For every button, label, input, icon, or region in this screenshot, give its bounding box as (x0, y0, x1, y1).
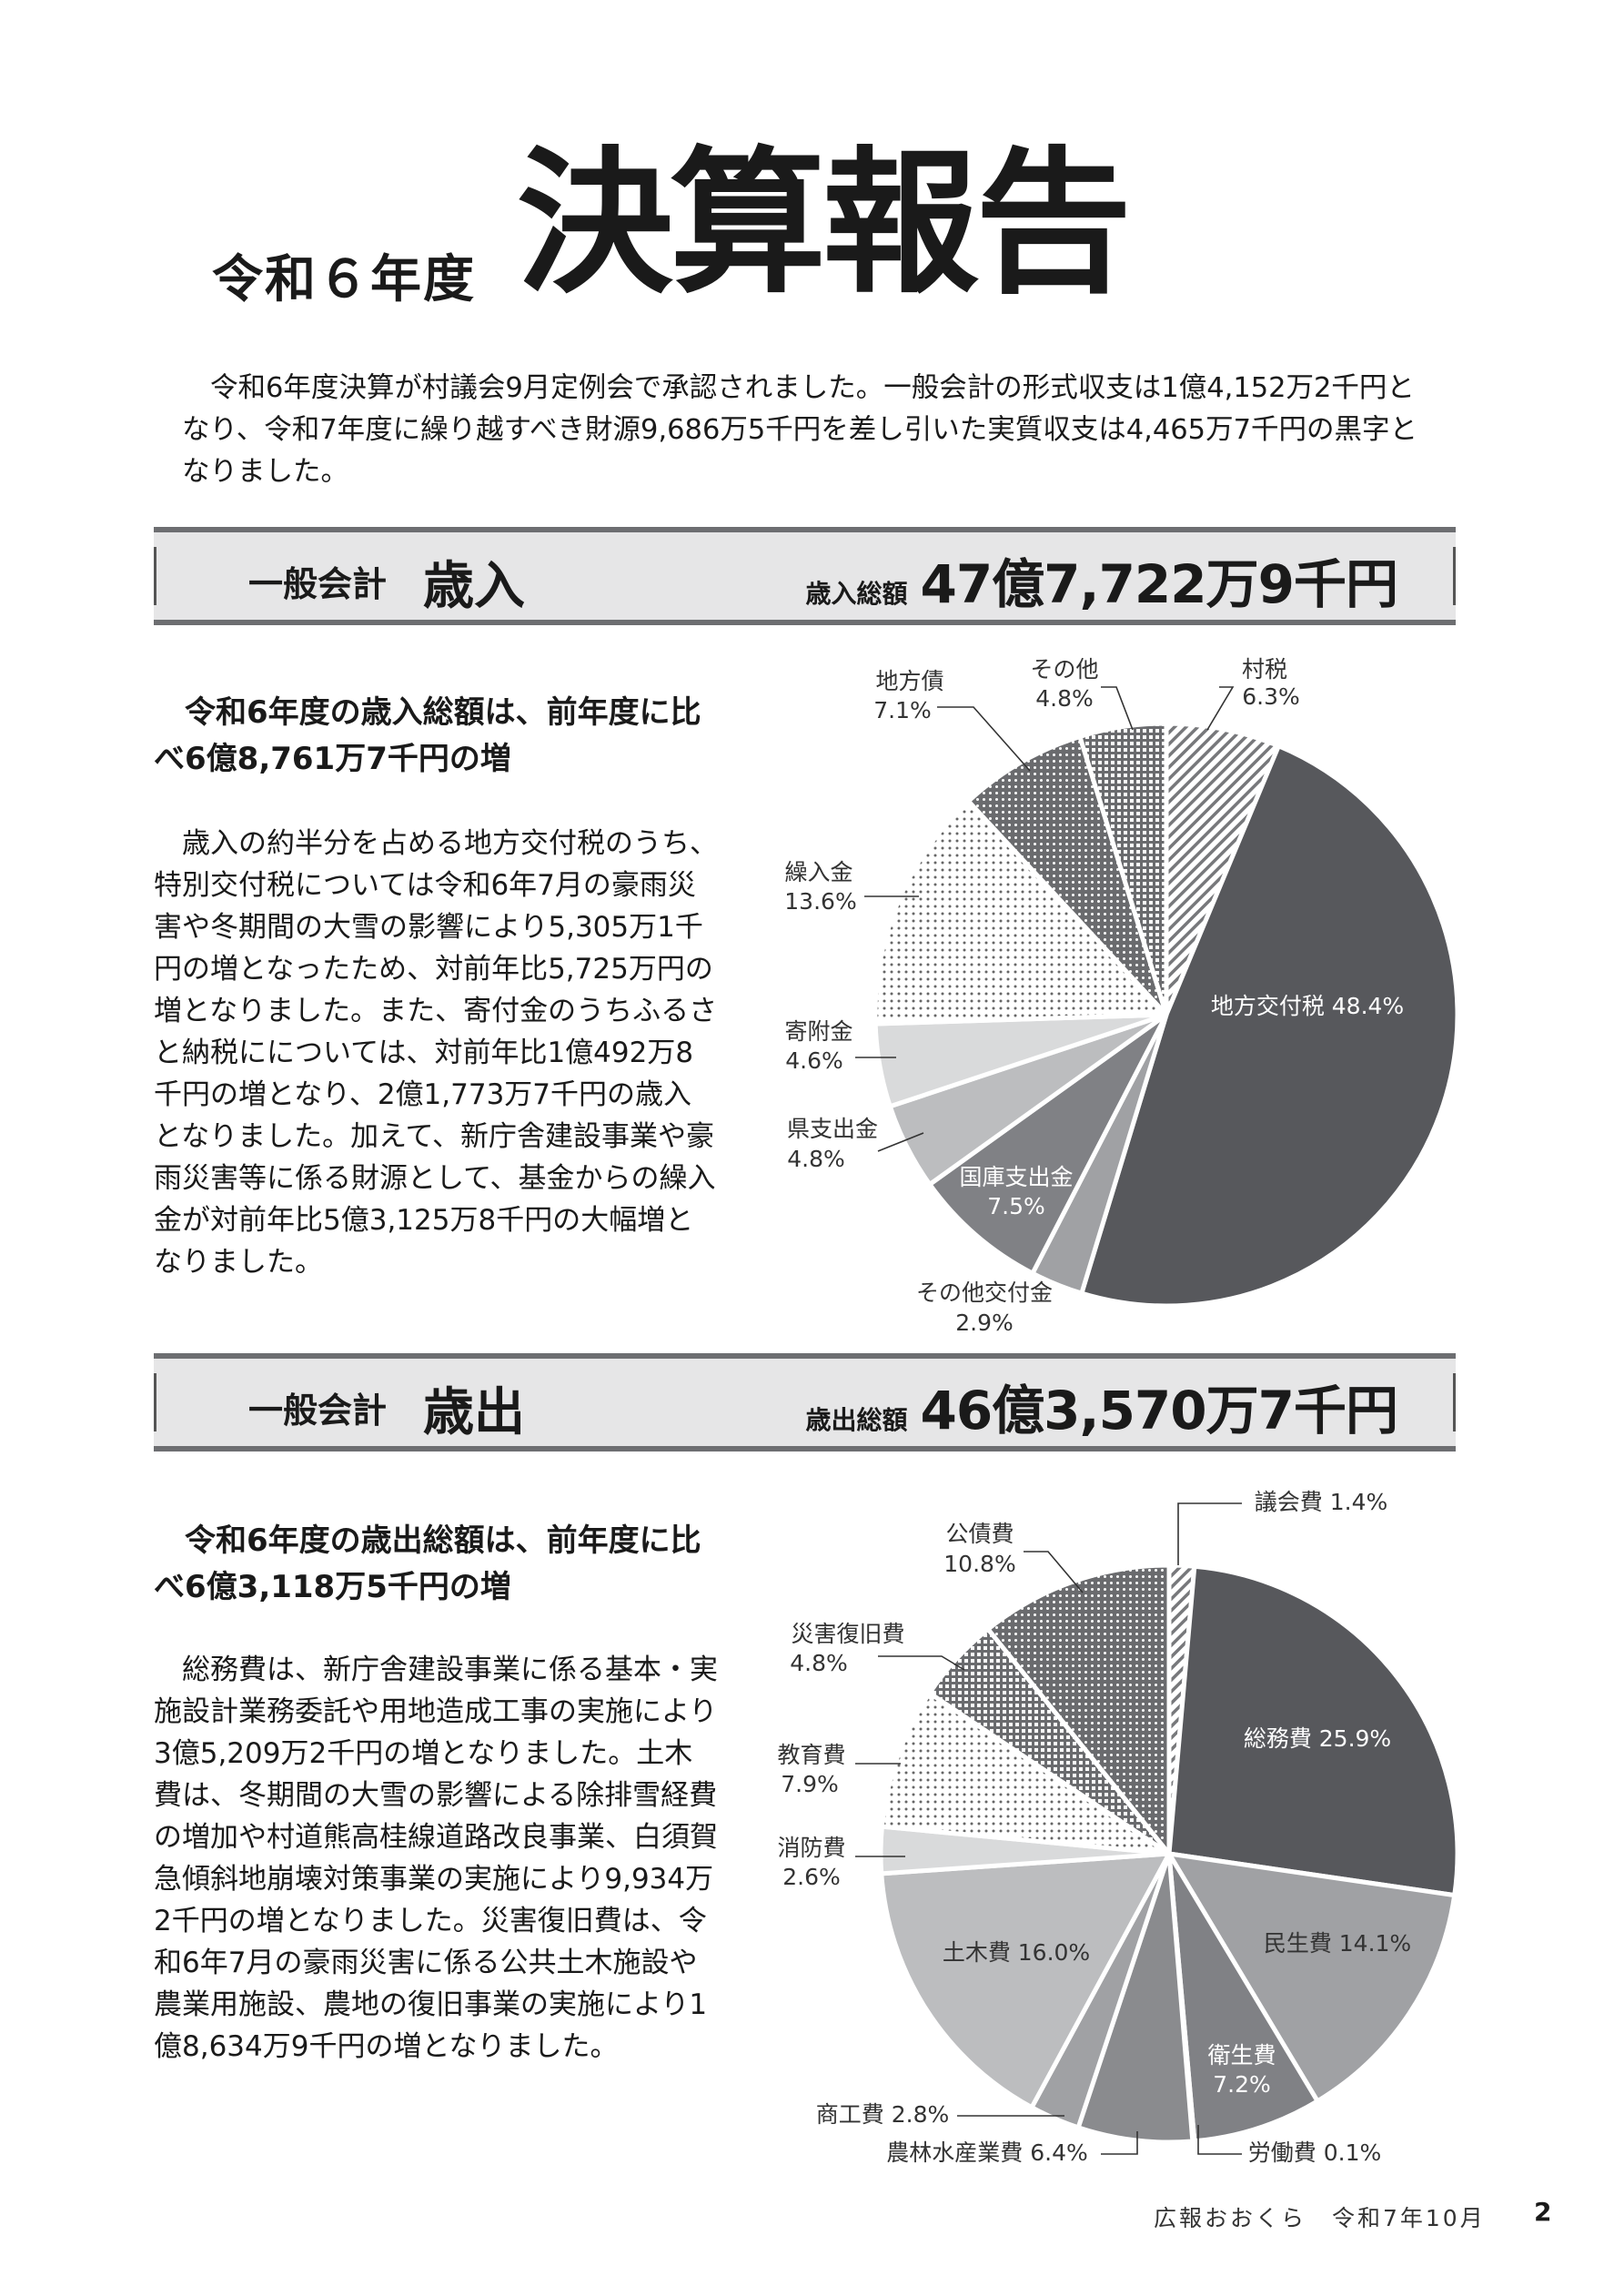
total-amount: 47億7,722万9千円 (920, 553, 1398, 615)
slice-label-value: 2.6% (782, 1864, 841, 1890)
slice-label: 商工費 2.8% (816, 2101, 949, 2128)
slice-label-value: 7.1% (873, 697, 932, 723)
slice-label-name: 公債費 (945, 1521, 1014, 1547)
slice-label-value: 7.9% (781, 1771, 839, 1797)
slice-label: 労働費 0.1% (1248, 2139, 1381, 2166)
slice-label: 土木費 16.0% (943, 1939, 1090, 1966)
total-amount: 46億3,570万7千円 (920, 1380, 1398, 1441)
slice-label: 農林水産業費 6.4% (886, 2139, 1087, 2166)
slice-label-value: 2.9% (955, 1310, 1014, 1336)
slice-label-name: 衛生費 (1207, 2042, 1276, 2068)
expenditure-section-band: 一般会計 歳出 歳出総額 46億3,570万7千円 (154, 1353, 1456, 1451)
slice-label-value: 7.2% (1213, 2071, 1271, 2098)
slice-label-value: 10.8% (943, 1551, 1015, 1577)
slice-label-value: 7.5% (987, 1193, 1045, 1219)
slice-label-name: 消防費 (777, 1835, 845, 1861)
slice-label: 総務費 25.9% (1244, 1725, 1391, 1752)
revenue-section-band: 一般会計 歳入 歳入総額 47億7,722万9千円 (154, 527, 1456, 625)
fiscal-year-label: 令和６年度 (212, 250, 476, 309)
slice-label: 地方交付税 48.4% (1211, 993, 1404, 1019)
pie-slice-地方交付税 (1079, 743, 1460, 1309)
slice-label-value: 4.6% (785, 1047, 843, 1074)
slice-label-value: 4.8% (790, 1650, 848, 1676)
slice-label-name: 国庫支出金 (959, 1164, 1073, 1190)
band-title: 歳出 (423, 1383, 525, 1442)
intro-paragraph: 令和6年度決算が村議会9月定例会で承認されました。一般会計の形式収支は1億4,1… (182, 372, 1417, 488)
slice-label-value: 4.8% (1035, 685, 1094, 712)
expenditure-heading: 令和6年度の歳出総額は、前年度に比べ6億3,118万5千円の増 (154, 1522, 701, 1605)
slice-label-name: その他 (1030, 656, 1098, 683)
slice-label-name: 県支出金 (787, 1116, 878, 1142)
pie-slice-国庫支出金 (927, 1012, 1169, 1276)
slice-label-value: 4.8% (787, 1146, 845, 1172)
expenditure-body: 総務費は、新庁舎建設事業に係る基本・実施設計業務委託や用地造成工事の実施により3… (154, 1654, 718, 2063)
band-lead: 一般会計 (248, 564, 388, 604)
leader-lines (855, 686, 1242, 2155)
band-lead: 一般会計 (248, 1391, 388, 1431)
revenue-heading: 令和6年度の歳入総額は、前年度に比べ6億8,761万7千円の増 (154, 694, 701, 777)
pie-slice-教育費 (879, 1690, 1172, 1856)
slice-label-name: 繰入金 (784, 859, 852, 885)
publication-footer: 広報おおくら 令和7年10月 (1154, 2205, 1486, 2231)
band-title: 歳入 (423, 557, 525, 616)
pie-chart-1 (878, 1563, 1460, 2145)
pie-slice-繰入金 (873, 798, 1169, 1027)
pie-slice-その他 (1077, 721, 1169, 1017)
page-title: 決算報告 (517, 132, 1132, 315)
total-label: 歳入総額 (805, 579, 908, 609)
pie-slice-土木費 (879, 1851, 1172, 2110)
pie-slice-総務費 (1166, 1563, 1460, 1898)
slice-label: 民生費 14.1% (1264, 1930, 1411, 1957)
slice-label-value: 6.3% (1242, 683, 1300, 710)
page-number: 2 (1534, 2197, 1552, 2227)
slice-label-name: 村税 (1242, 656, 1287, 683)
revenue-body: 歳入の約半分を占める地方交付税のうち、特別交付税については令和6年7月の豪雨災害… (154, 827, 718, 1279)
slice-label-name: 災害復旧費 (791, 1621, 904, 1647)
pie-chart-0 (873, 721, 1460, 1309)
slice-label-name: 地方債 (875, 668, 943, 694)
slice-label-value: 13.6% (784, 888, 856, 915)
slice-label: 議会費 1.4% (1255, 1489, 1387, 1515)
pie-slice-地方債 (965, 733, 1169, 1017)
total-label: 歳出総額 (805, 1405, 908, 1435)
pie-slice-民生費 (1166, 1851, 1458, 2104)
slice-label-name: 寄附金 (784, 1018, 852, 1045)
slice-label-name: その他交付金 (916, 1279, 1053, 1306)
slice-label-name: 教育費 (777, 1742, 845, 1768)
